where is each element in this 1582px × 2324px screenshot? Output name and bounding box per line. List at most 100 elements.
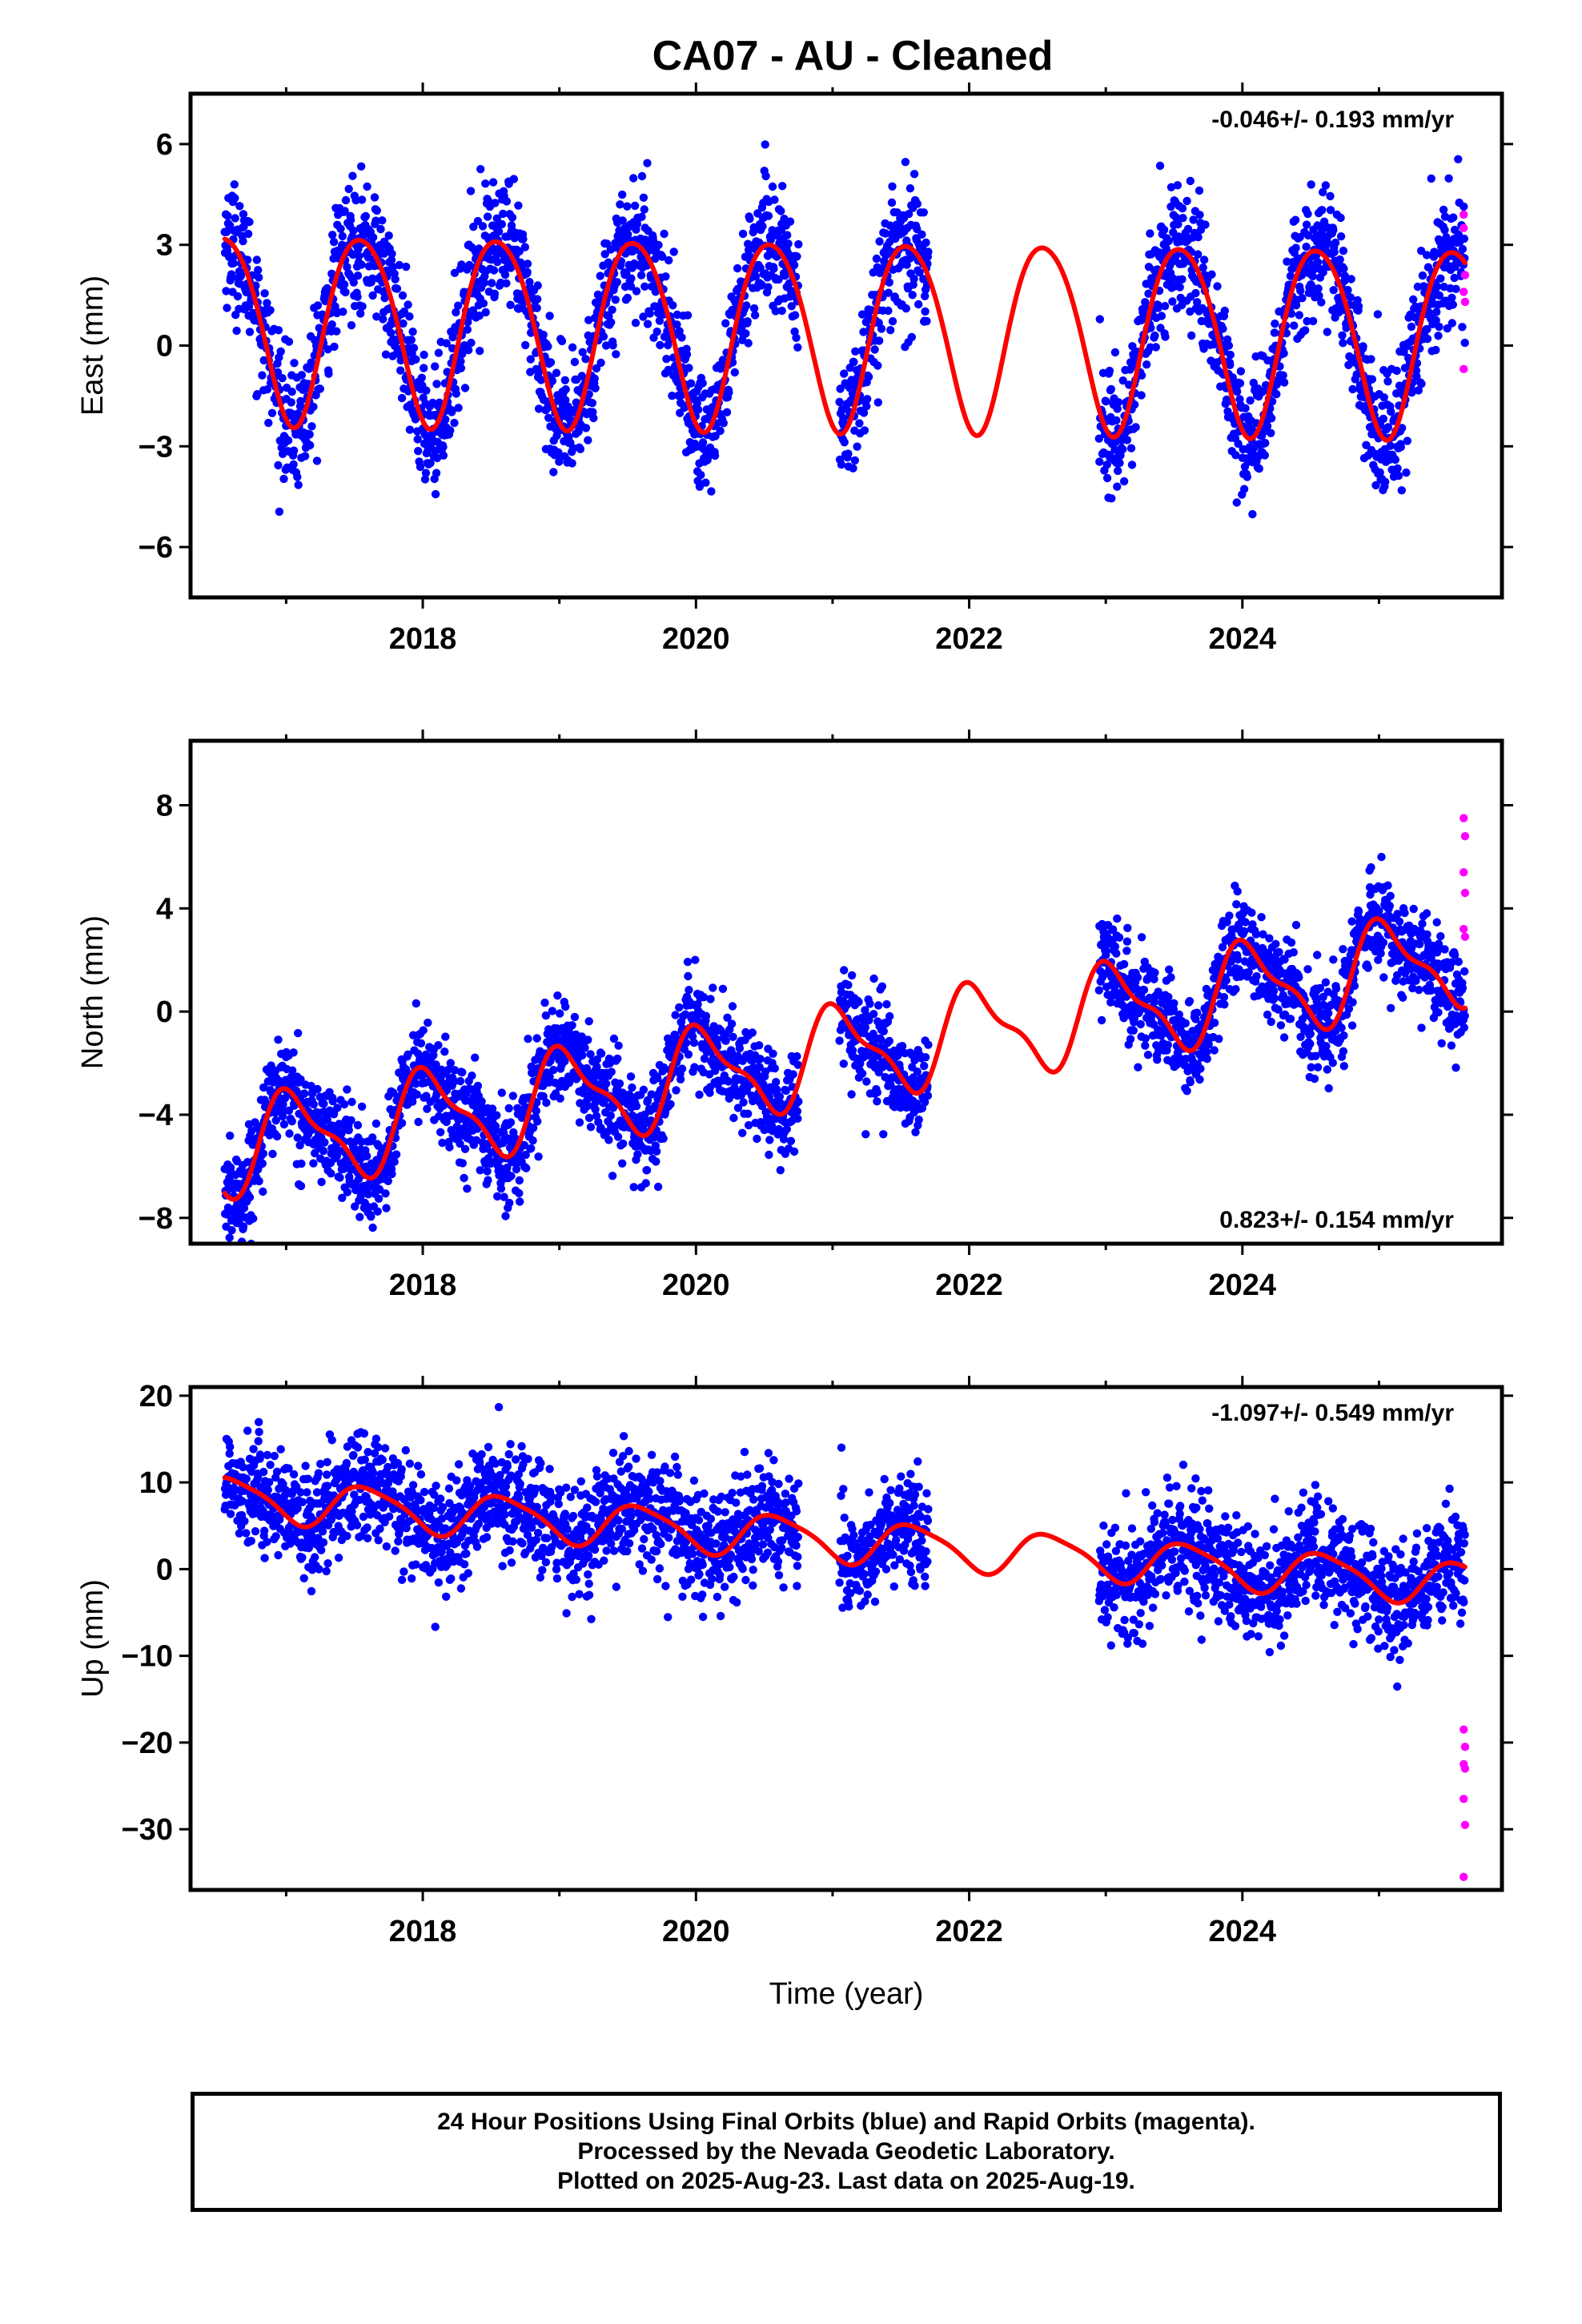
final-orbit-point bbox=[862, 402, 871, 411]
final-orbit-point bbox=[1199, 255, 1209, 264]
final-orbit-point bbox=[285, 1129, 294, 1138]
final-orbit-point bbox=[505, 1198, 514, 1208]
final-orbit-point bbox=[1422, 251, 1431, 259]
final-orbit-point bbox=[544, 413, 553, 422]
final-orbit-point bbox=[416, 462, 425, 472]
final-orbit-point bbox=[226, 1132, 235, 1140]
final-orbit-point bbox=[855, 419, 864, 428]
final-orbit-point bbox=[652, 1074, 662, 1083]
final-orbit-point bbox=[448, 406, 456, 415]
final-orbit-point bbox=[397, 393, 407, 403]
final-orbit-point bbox=[1108, 925, 1118, 934]
final-orbit-point bbox=[885, 278, 894, 287]
final-orbit-point bbox=[324, 369, 333, 378]
final-orbit-point bbox=[604, 312, 613, 320]
final-orbit-point bbox=[919, 275, 928, 283]
final-orbit-point bbox=[404, 300, 412, 309]
final-orbit-point bbox=[879, 1130, 888, 1139]
final-orbit-point bbox=[570, 1012, 580, 1022]
final-orbit-point bbox=[357, 260, 366, 269]
final-orbit-point bbox=[1239, 485, 1249, 493]
final-orbit-point bbox=[1383, 423, 1393, 432]
final-orbit-point bbox=[252, 255, 261, 264]
final-orbit-point bbox=[1460, 202, 1468, 211]
final-orbit-point bbox=[592, 1055, 602, 1064]
final-orbit-point bbox=[323, 1116, 331, 1124]
final-orbit-point bbox=[1130, 400, 1139, 409]
final-orbit-point bbox=[507, 1172, 516, 1180]
final-orbit-point bbox=[639, 312, 648, 321]
final-orbit-point bbox=[491, 1122, 500, 1131]
final-orbit-point bbox=[1279, 378, 1289, 387]
final-orbit-point bbox=[1393, 464, 1402, 473]
final-orbit-point bbox=[741, 329, 750, 338]
final-orbit-point bbox=[431, 489, 440, 499]
final-orbit-point bbox=[227, 1226, 236, 1235]
final-orbit-point bbox=[245, 218, 254, 227]
final-orbit-point bbox=[1343, 286, 1352, 295]
final-orbit-point bbox=[870, 345, 879, 354]
final-orbit-point bbox=[435, 398, 444, 407]
final-orbit-point bbox=[1231, 985, 1240, 994]
final-orbit-point bbox=[772, 1078, 781, 1087]
final-orbit-point bbox=[1122, 436, 1132, 444]
final-orbit-point bbox=[1347, 275, 1355, 283]
final-orbit-point bbox=[445, 1143, 454, 1152]
final-orbit-point bbox=[533, 295, 542, 304]
final-orbit-point bbox=[407, 336, 416, 344]
final-orbit-point bbox=[357, 1137, 366, 1146]
final-orbit-point bbox=[561, 1002, 570, 1011]
final-orbit-point bbox=[1127, 460, 1137, 469]
final-orbit-point bbox=[764, 211, 773, 220]
final-orbit-point bbox=[1381, 477, 1390, 486]
final-orbit-point bbox=[793, 343, 802, 352]
final-orbit-point bbox=[412, 1090, 421, 1099]
final-orbit-point bbox=[850, 456, 860, 465]
final-orbit-point bbox=[1318, 206, 1327, 215]
final-orbit-point bbox=[1102, 473, 1112, 483]
final-orbit-point bbox=[296, 396, 305, 406]
final-orbit-point bbox=[483, 212, 492, 221]
final-orbit-point bbox=[687, 379, 696, 388]
final-orbit-point bbox=[478, 222, 488, 231]
final-orbit-point bbox=[1267, 414, 1276, 423]
final-orbit-point bbox=[392, 284, 402, 293]
final-orbit-point bbox=[239, 210, 248, 219]
final-orbit-point bbox=[837, 460, 846, 469]
final-orbit-point bbox=[722, 408, 732, 416]
final-orbit-point bbox=[372, 206, 381, 215]
final-orbit-point bbox=[923, 1092, 933, 1100]
final-orbit-point bbox=[376, 224, 385, 234]
final-orbit-point bbox=[1195, 186, 1204, 195]
final-orbit-point bbox=[568, 459, 576, 468]
east-y-ticks bbox=[179, 143, 1513, 549]
final-orbit-point bbox=[913, 224, 921, 234]
final-orbit-point bbox=[771, 307, 780, 316]
final-orbit-point bbox=[497, 219, 506, 229]
final-orbit-point bbox=[1232, 498, 1242, 507]
final-orbit-point bbox=[402, 262, 411, 271]
final-orbit-point bbox=[787, 302, 796, 311]
final-orbit-point bbox=[1295, 311, 1304, 320]
final-orbit-point bbox=[500, 270, 510, 279]
final-orbit-point bbox=[577, 372, 586, 380]
final-orbit-point bbox=[464, 346, 473, 355]
final-orbit-point bbox=[583, 1101, 592, 1111]
final-orbit-point bbox=[500, 1192, 508, 1201]
final-orbit-point bbox=[1407, 388, 1416, 397]
final-orbit-point bbox=[1126, 365, 1134, 374]
final-orbit-point bbox=[1114, 466, 1122, 476]
final-orbit-point bbox=[574, 427, 583, 436]
final-orbit-point bbox=[1290, 321, 1299, 330]
final-orbit-point bbox=[863, 395, 872, 404]
final-orbit-point bbox=[885, 1036, 894, 1046]
final-orbit-point bbox=[909, 1076, 918, 1085]
final-orbit-point bbox=[1186, 176, 1195, 186]
final-orbit-point bbox=[289, 1048, 298, 1057]
final-orbit-point bbox=[922, 316, 931, 326]
final-orbit-point bbox=[1137, 933, 1146, 942]
final-orbit-point bbox=[1195, 1075, 1204, 1084]
final-orbit-point bbox=[716, 364, 725, 373]
final-orbit-point bbox=[859, 408, 869, 417]
